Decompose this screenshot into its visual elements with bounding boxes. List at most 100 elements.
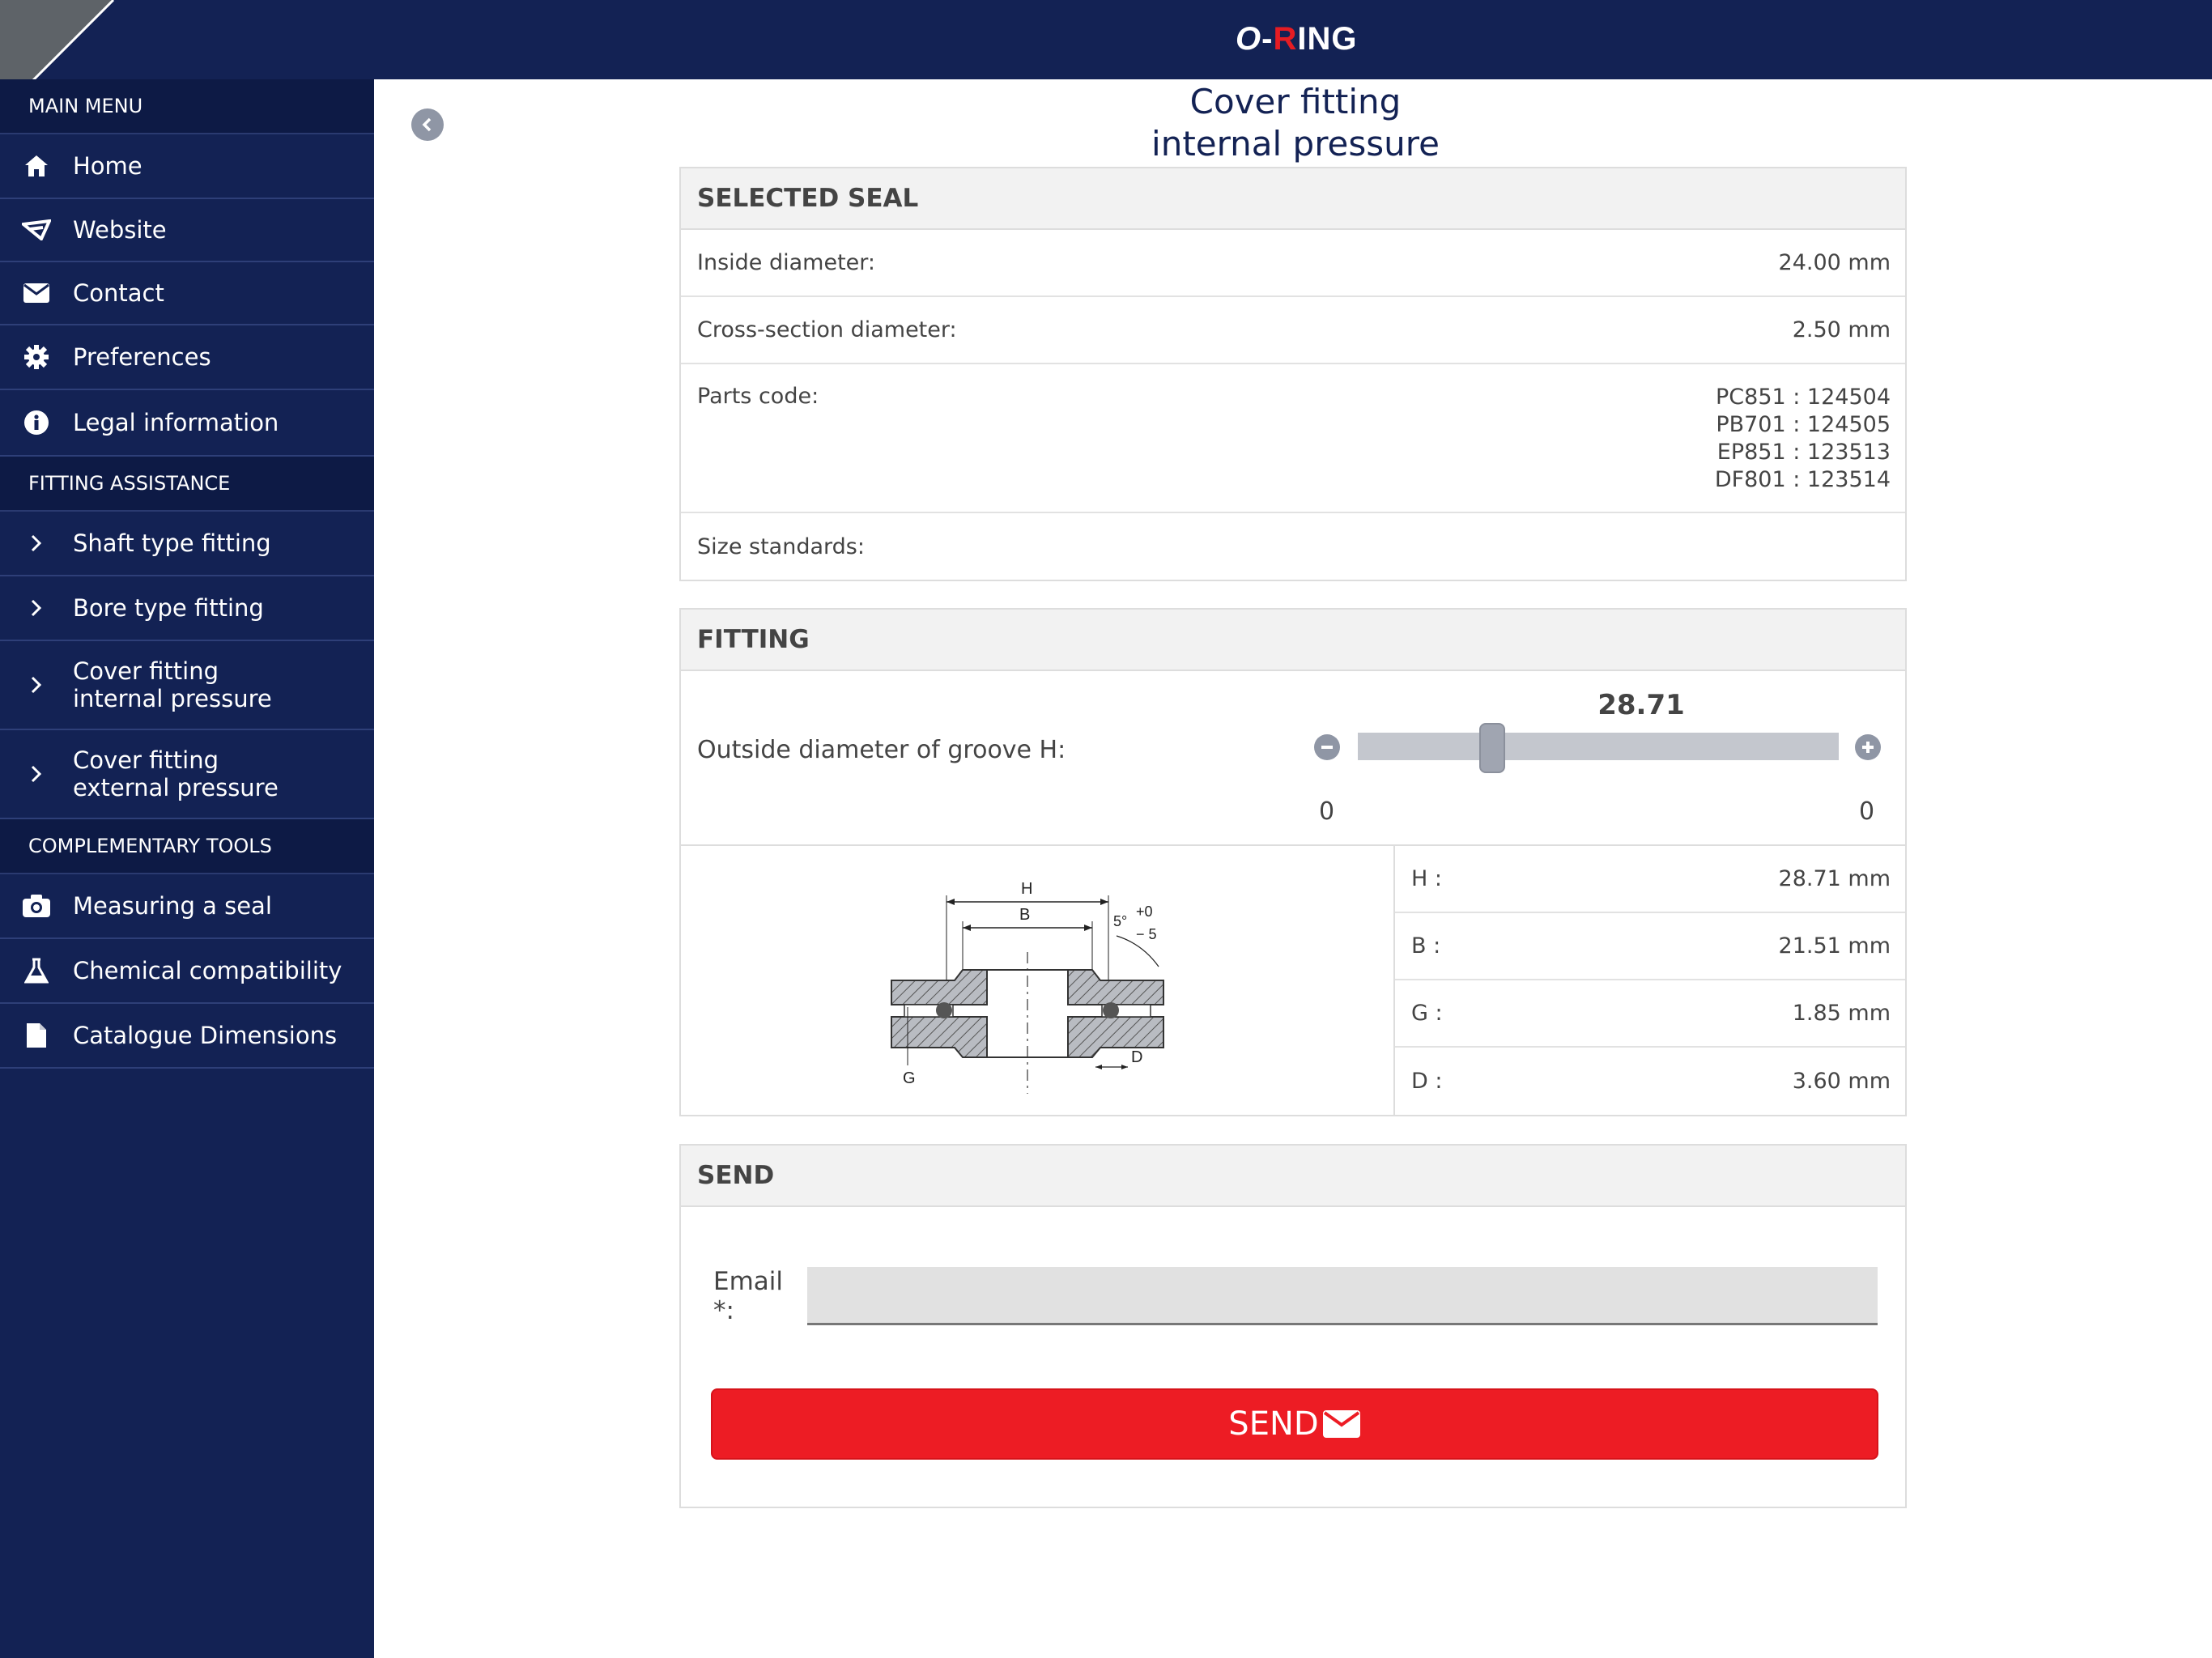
info-icon (0, 410, 73, 436)
flask-icon (0, 958, 73, 984)
sidebar-item-label: Home (73, 152, 143, 180)
sidebar-item-website[interactable]: Website (0, 199, 374, 262)
chevron-right-icon (0, 765, 73, 783)
page-title-line-1: Cover fitting (1189, 82, 1402, 121)
dimensions-table: H : 28.71 mm B : 21.51 mm G : 1.85 mm D … (1395, 846, 1905, 1115)
gear-icon (0, 344, 73, 370)
chevron-left-icon (422, 117, 432, 132)
sidebar-item-label: Shaft type fitting (73, 529, 271, 557)
sidebar-item-label: Bore type fitting (73, 594, 264, 622)
website-logo-icon (0, 219, 73, 240)
sidebar-item-label: Website (73, 216, 167, 244)
increment-button[interactable] (1855, 734, 1881, 760)
groove-slider-area: Outside diameter of groove H: 28.71 0 0 (681, 671, 1905, 846)
dim-b-label: B (1019, 906, 1030, 924)
home-icon (0, 154, 73, 178)
back-button[interactable] (411, 108, 444, 141)
app-logo: O-RING (1236, 21, 1358, 57)
sidebar-item-label: Chemical compatibility (73, 957, 342, 984)
parts-code-list: PC851 : 124504 PB701 : 124505 EP851 : 12… (1715, 384, 1891, 494)
send-header: SEND (681, 1146, 1905, 1207)
slider-max-label: 0 (1859, 797, 1875, 826)
sidebar-item-preferences[interactable]: Preferences (0, 325, 374, 390)
sidebar-item-label: Contact (73, 279, 164, 307)
document-icon (0, 1022, 73, 1049)
dim-label: H : (1411, 866, 1442, 891)
send-button-label: SEND (1228, 1405, 1319, 1443)
decrement-button[interactable] (1314, 734, 1340, 760)
dim-h-label: H (1021, 880, 1032, 898)
groove-diagram: H B 5° +0 − 5 (681, 846, 1395, 1115)
slider-min-label: 0 (1319, 797, 1335, 826)
sidebar-item-legal[interactable]: Legal information (0, 390, 374, 457)
email-row: Email *: (713, 1267, 1878, 1325)
dim-label: G : (1411, 1001, 1443, 1026)
sidebar-item-home[interactable]: Home (0, 134, 374, 199)
fitting-assistance-header: FITTING ASSISTANCE (0, 457, 374, 512)
sidebar-item-chemical[interactable]: Chemical compatibility (0, 939, 374, 1004)
dim-value: 3.60 mm (1792, 1069, 1891, 1094)
sidebar-item-bore-fitting[interactable]: Bore type fitting (0, 576, 374, 641)
parts-code-item: PC851 : 124504 (1716, 385, 1891, 410)
dim-label: B : (1411, 933, 1441, 959)
complementary-tools-header: COMPLEMENTARY TOOLS (0, 819, 374, 874)
groove-slider-track[interactable] (1358, 733, 1839, 760)
cross-section-value: 2.50 mm (1792, 317, 1891, 342)
dim-h-row: H : 28.71 mm (1395, 846, 1905, 913)
dim-g-row: G : 1.85 mm (1395, 980, 1905, 1048)
sidebar-item-label: Catalogue Dimensions (73, 1022, 338, 1049)
minus-icon (1321, 746, 1333, 749)
dim-d-label: D (1131, 1048, 1142, 1066)
envelope-icon (0, 283, 73, 304)
send-button[interactable]: SEND (711, 1388, 1878, 1460)
chevron-right-icon (0, 676, 73, 694)
chevron-right-icon (0, 599, 73, 617)
sidebar-item-label: Measuring a seal (73, 892, 272, 920)
main-menu-header: MAIN MENU (0, 79, 374, 134)
inside-diameter-label: Inside diameter: (697, 250, 875, 275)
dim-d-row: D : 3.60 mm (1395, 1048, 1905, 1115)
tolerance-plus-label: +0 (1136, 903, 1153, 920)
groove-cross-section-drawing: H B 5° +0 − 5 (891, 880, 1164, 1094)
selected-seal-panel: SELECTED SEAL Inside diameter: 24.00 mm … (679, 167, 1907, 581)
sidebar-item-measuring[interactable]: Measuring a seal (0, 874, 374, 939)
chevron-right-icon (0, 534, 73, 552)
sidebar-item-contact[interactable]: Contact (0, 262, 374, 325)
send-panel: SEND Email *: SEND (679, 1144, 1907, 1508)
inside-diameter-row: Inside diameter: 24.00 mm (681, 230, 1905, 297)
fitting-details: H B 5° +0 − 5 (681, 846, 1905, 1115)
label-line-2: internal pressure (73, 685, 272, 712)
camera-icon (0, 894, 73, 918)
dim-value: 21.51 mm (1778, 933, 1891, 959)
label-line-1: Cover fitting (73, 657, 219, 685)
sidebar-item-cover-internal[interactable]: Cover fitting internal pressure (0, 641, 374, 730)
dim-b-row: B : 21.51 mm (1395, 913, 1905, 980)
dim-g-label: G (903, 1069, 916, 1087)
sidebar-item-cover-external[interactable]: Cover fitting external pressure (0, 730, 374, 819)
parts-code-item: EP851 : 123513 (1716, 440, 1891, 465)
sidebar-item-catalogue[interactable]: Catalogue Dimensions (0, 1004, 374, 1069)
dim-value: 1.85 mm (1792, 1001, 1891, 1026)
sidebar-item-label: Legal information (73, 409, 279, 436)
sidebar-item-shaft-fitting[interactable]: Shaft type fitting (0, 512, 374, 576)
cross-section-label: Cross-section diameter: (697, 317, 957, 342)
fitting-panel: FITTING Outside diameter of groove H: 28… (679, 608, 1907, 1116)
email-input[interactable] (807, 1267, 1878, 1325)
parts-code-item: DF801 : 123514 (1714, 467, 1891, 492)
label-line-1: Cover fitting (73, 746, 219, 774)
angle-label: 5° (1113, 913, 1127, 929)
size-standards-label: Size standards: (697, 534, 865, 559)
parts-code-row: Parts code: PC851 : 124504 PB701 : 12450… (681, 364, 1905, 513)
plus-icon (1862, 742, 1874, 753)
selected-seal-header: SELECTED SEAL (681, 168, 1905, 230)
cross-section-row: Cross-section diameter: 2.50 mm (681, 297, 1905, 364)
sidebar: MAIN MENU Home Website Contact Preferenc… (0, 79, 374, 1658)
fitting-header: FITTING (681, 610, 1905, 671)
inside-diameter-value: 24.00 mm (1778, 250, 1891, 275)
parts-code-item: PB701 : 124505 (1716, 412, 1891, 437)
page-title: Cover fitting internal pressure (1053, 81, 1538, 165)
sidebar-item-label: Cover fitting internal pressure (73, 657, 272, 712)
groove-slider-handle[interactable] (1479, 723, 1506, 773)
dim-label: D : (1411, 1069, 1443, 1094)
envelope-icon (1322, 1410, 1360, 1438)
